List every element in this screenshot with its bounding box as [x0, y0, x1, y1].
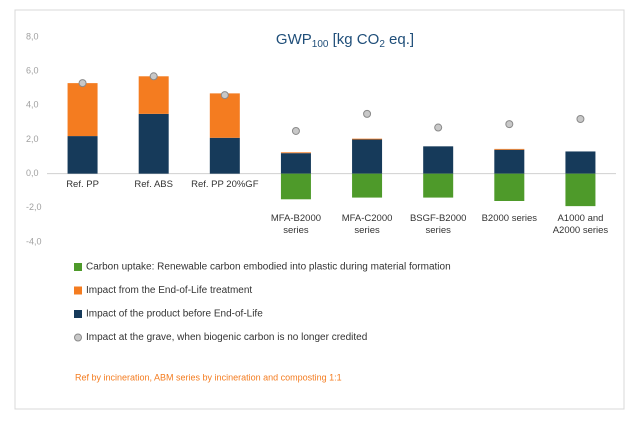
x-tick-label: MFA-B2000 series	[271, 213, 321, 236]
title-part: 100	[312, 39, 329, 50]
legend-label: Impact of the product before End-of-Life	[86, 309, 263, 320]
grave-marker	[576, 115, 585, 123]
bar	[494, 149, 525, 174]
bar	[209, 93, 240, 138]
x-tick-label: MFA-C2000 series	[342, 213, 393, 236]
title-part: [kg CO	[328, 31, 379, 48]
bar	[67, 136, 98, 174]
grave-marker	[220, 91, 229, 100]
bar	[138, 113, 169, 174]
bar	[280, 152, 311, 154]
y-tick-label: 2,0	[26, 134, 39, 144]
legend-marker	[74, 333, 82, 342]
bar	[494, 148, 525, 150]
y-tick-label: 0,0	[26, 168, 39, 178]
x-tick-label: Ref. PP	[66, 179, 99, 190]
grave-marker	[505, 120, 514, 129]
chart-title: GWP100 [kg CO2 eq.]	[276, 31, 414, 50]
title-part: GWP	[276, 31, 312, 48]
bar	[352, 139, 383, 174]
x-tick-label: Ref. PP 20%GF	[191, 179, 259, 190]
bar	[209, 137, 240, 174]
bar	[280, 173, 311, 200]
x-tick-label: BSGF-B2000 series	[410, 213, 467, 236]
bar	[565, 151, 596, 174]
title-part: eq.]	[385, 31, 414, 48]
grave-marker	[149, 72, 158, 81]
footnote: Ref by incineration, ABM series by incin…	[75, 372, 342, 382]
x-tick-label: A1000 and A2000 series	[553, 213, 609, 236]
frame	[14, 9, 625, 410]
y-tick-label: -4,0	[26, 236, 42, 246]
title-part: 2	[379, 39, 385, 50]
x-tick-label: Ref. ABS	[134, 179, 173, 190]
bar	[138, 76, 169, 114]
grave-marker	[291, 126, 300, 135]
bar	[352, 138, 383, 140]
bar	[280, 153, 311, 174]
y-tick-label: -2,0	[26, 202, 42, 212]
legend-label: Impact from the End-of-Life treatment	[86, 285, 252, 296]
bar	[352, 173, 383, 198]
legend-swatch	[74, 310, 82, 318]
legend-label: Carbon uptake: Renewable carbon embodied…	[86, 262, 451, 273]
y-tick-label: 4,0	[26, 100, 39, 110]
bar	[67, 83, 98, 137]
legend-swatch	[74, 263, 82, 271]
grave-marker	[78, 79, 87, 88]
y-tick-label: 8,0	[26, 31, 39, 41]
bar	[565, 173, 596, 207]
grave-marker	[363, 109, 372, 118]
y-tick-label: 6,0	[26, 66, 39, 76]
bar	[423, 146, 454, 174]
x-tick-label: B2000 series	[482, 213, 538, 224]
bar	[423, 173, 454, 198]
legend-swatch	[74, 286, 82, 295]
legend-label: Impact at the grave, when biogenic carbo…	[86, 332, 367, 343]
grave-marker	[434, 123, 443, 132]
bar	[494, 173, 525, 201]
